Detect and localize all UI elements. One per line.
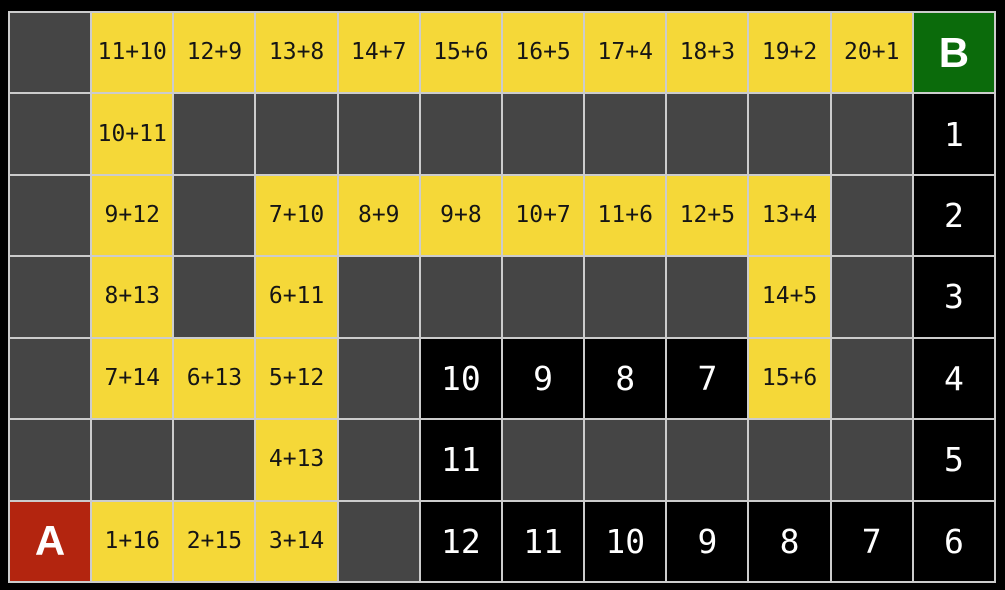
count-cell-r4c6[interactable]: 9	[502, 338, 584, 419]
path-cell-r0c8[interactable]: 18+3	[667, 13, 748, 93]
wall-cell-r1c2[interactable]	[174, 94, 255, 174]
wall-cell-r1c7[interactable]	[585, 94, 666, 174]
count-cell-r6c5[interactable]: 12	[420, 501, 501, 581]
count-cell-r5c11[interactable]: 5	[913, 420, 994, 500]
path-cell-r5c3[interactable]: 4+13	[256, 420, 337, 500]
count-cell-r6c8[interactable]: 9	[667, 501, 748, 581]
wall-cell-r4c0[interactable]	[10, 338, 91, 419]
count-cell-r2c11[interactable]: 2	[913, 175, 994, 256]
path-cell-r0c10[interactable]: 20+1	[831, 13, 912, 93]
path-cell-r2c3[interactable]: 7+10	[256, 175, 337, 256]
path-cell-r4c9[interactable]: 15+6	[749, 338, 830, 419]
wall-cell-r5c8[interactable]	[667, 420, 748, 500]
goal-cell-r0c11[interactable]: B	[913, 13, 994, 93]
count-cell-r3c11[interactable]: 3	[913, 257, 994, 337]
wall-cell-r1c0[interactable]	[10, 94, 91, 174]
wall-cell-r4c4[interactable]	[338, 338, 419, 419]
count-cell-r5c5[interactable]: 11	[420, 420, 501, 500]
path-cell-r0c2[interactable]: 12+9	[174, 13, 255, 93]
wall-cell-r0c0[interactable]	[10, 13, 91, 93]
wall-cell-r5c10[interactable]	[831, 420, 912, 500]
path-cell-r2c8[interactable]: 12+5	[667, 175, 748, 256]
wall-cell-r5c1[interactable]	[92, 420, 173, 500]
count-cell-r4c5[interactable]: 10	[420, 338, 501, 419]
maze-board: 11+10 12+9 13+8 14+7 15+6 16+5 17+4 18+3 19+2 20+…	[8, 11, 996, 583]
path-cell-r0c3[interactable]: 13+8	[256, 13, 337, 93]
wall-cell-r5c9[interactable]	[749, 420, 830, 500]
wall-cell-r1c8[interactable]	[667, 94, 748, 174]
count-cell-r6c9[interactable]: 8	[749, 501, 830, 581]
count-cell-r6c7[interactable]: 10	[585, 501, 666, 581]
wall-cell-r3c8[interactable]	[667, 257, 748, 337]
path-cell-r0c5[interactable]: 15+6	[420, 13, 501, 93]
path-cell-r6c3[interactable]: 3+14	[256, 501, 337, 581]
start-cell-r6c0[interactable]: A	[10, 501, 91, 581]
wall-cell-r5c6[interactable]	[502, 420, 584, 500]
wall-cell-r5c0[interactable]	[10, 420, 91, 500]
path-cell-r2c9[interactable]: 13+4	[749, 175, 830, 256]
wall-cell-r3c0[interactable]	[10, 257, 91, 337]
path-cell-r0c1[interactable]: 11+10	[92, 13, 173, 93]
wall-cell-r1c9[interactable]	[749, 94, 830, 174]
wall-cell-r3c4[interactable]	[338, 257, 419, 337]
wall-cell-r3c6[interactable]	[502, 257, 584, 337]
count-cell-r1c11[interactable]: 1	[913, 94, 994, 174]
wall-cell-r1c6[interactable]	[502, 94, 584, 174]
path-cell-r6c2[interactable]: 2+15	[174, 501, 255, 581]
path-cell-r2c7[interactable]: 11+6	[585, 175, 666, 256]
path-cell-r0c7[interactable]: 17+4	[585, 13, 666, 93]
path-cell-r0c4[interactable]: 14+7	[338, 13, 419, 93]
wall-cell-r1c10[interactable]	[831, 94, 912, 174]
wall-cell-r5c7[interactable]	[585, 420, 666, 500]
wall-cell-r5c4[interactable]	[338, 420, 419, 500]
path-cell-r4c3[interactable]: 5+12	[256, 338, 337, 419]
count-cell-r6c6[interactable]: 11	[502, 501, 584, 581]
path-cell-r3c1[interactable]: 8+13	[92, 257, 173, 337]
wall-cell-r2c2[interactable]	[174, 175, 255, 256]
path-cell-r3c3[interactable]: 6+11	[256, 257, 337, 337]
wall-cell-r6c4[interactable]	[338, 501, 419, 581]
wall-cell-r1c3[interactable]	[256, 94, 337, 174]
count-cell-r4c11[interactable]: 4	[913, 338, 994, 419]
count-cell-r6c10[interactable]: 7	[831, 501, 912, 581]
path-cell-r4c2[interactable]: 6+13	[174, 338, 255, 419]
path-cell-r3c9[interactable]: 14+5	[749, 257, 830, 337]
wall-cell-r3c7[interactable]	[585, 257, 666, 337]
wall-cell-r3c2[interactable]	[174, 257, 255, 337]
path-cell-r0c9[interactable]: 19+2	[749, 13, 830, 93]
wall-cell-r2c10[interactable]	[831, 175, 912, 256]
path-cell-r1c1[interactable]: 10+11	[92, 94, 173, 174]
wall-cell-r5c2[interactable]	[174, 420, 255, 500]
count-cell-r6c11[interactable]: 6	[913, 501, 994, 581]
wall-cell-r3c10[interactable]	[831, 257, 912, 337]
path-cell-r2c1[interactable]: 9+12	[92, 175, 173, 256]
path-cell-r2c4[interactable]: 8+9	[338, 175, 419, 256]
count-cell-r4c8[interactable]: 7	[667, 338, 748, 419]
path-cell-r0c6[interactable]: 16+5	[502, 13, 584, 93]
path-cell-r4c1[interactable]: 7+14	[92, 338, 173, 419]
wall-cell-r1c5[interactable]	[420, 94, 501, 174]
wall-cell-r1c4[interactable]	[338, 94, 419, 174]
path-cell-r2c6[interactable]: 10+7	[502, 175, 584, 256]
path-cell-r2c5[interactable]: 9+8	[420, 175, 501, 256]
wall-cell-r2c0[interactable]	[10, 175, 91, 256]
path-cell-r6c1[interactable]: 1+16	[92, 501, 173, 581]
wall-cell-r4c10[interactable]	[831, 338, 912, 419]
count-cell-r4c7[interactable]: 8	[585, 338, 666, 419]
wall-cell-r3c5[interactable]	[420, 257, 501, 337]
